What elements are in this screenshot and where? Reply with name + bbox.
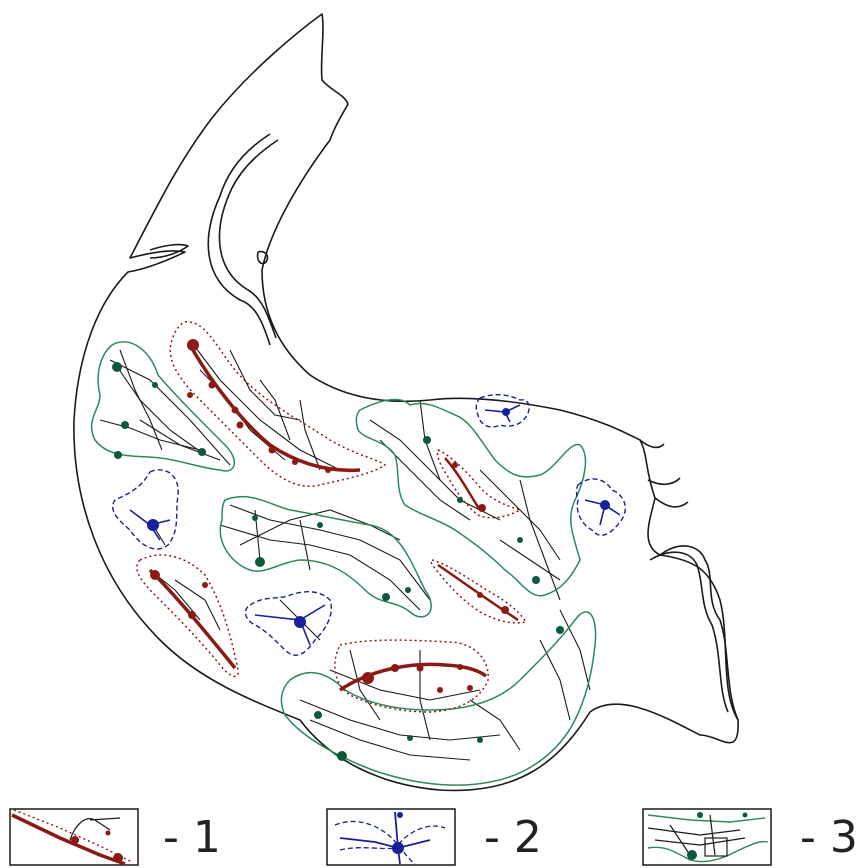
legend-item-3: - 3 xyxy=(642,808,858,866)
blue-region-center xyxy=(244,591,332,656)
right-lobe xyxy=(659,545,739,721)
red-nodes xyxy=(150,339,509,693)
legend: - 1 - 2 xyxy=(9,808,858,866)
red-axis-rightmid xyxy=(444,457,482,511)
legend-label-2: - 2 xyxy=(484,812,542,863)
blue-region-left xyxy=(112,469,179,550)
green-region-center xyxy=(219,495,432,618)
legend-swatch-3-content xyxy=(647,812,769,863)
green-nodes xyxy=(112,362,564,761)
legend-swatch-2-content xyxy=(334,811,446,865)
notch-left xyxy=(149,243,189,259)
right-notch-3 xyxy=(654,497,689,508)
inner-curve-c xyxy=(219,133,271,197)
blue-region-topright xyxy=(475,393,530,428)
legend-label-1: - 1 xyxy=(163,812,221,863)
right-lobe-inner xyxy=(649,551,729,713)
legend-label-3: - 3 xyxy=(800,812,858,863)
legend-swatch-2 xyxy=(326,808,456,866)
blue-region-right xyxy=(575,478,626,536)
legend-swatch-1-content xyxy=(11,809,133,866)
type-2-regions xyxy=(112,393,626,656)
notch-inner xyxy=(256,250,269,265)
inner-curve-d xyxy=(231,139,279,189)
region-outline xyxy=(73,13,739,792)
inner-curve-b xyxy=(218,187,277,339)
red-outline-centerlow xyxy=(430,559,528,624)
red-outline-leftlow xyxy=(136,554,239,677)
inner-curve-a xyxy=(207,195,271,346)
outer-boundary xyxy=(73,13,739,792)
green-region-rightmid xyxy=(355,398,587,597)
red-outline-top xyxy=(169,321,387,487)
blue-nodes xyxy=(147,408,610,628)
fiber-network xyxy=(99,339,591,761)
type-3-regions xyxy=(90,341,597,786)
red-outline-rightmid xyxy=(436,449,522,519)
right-notch-1 xyxy=(639,439,665,449)
red-axis-bottom xyxy=(339,662,488,692)
right-notch-2 xyxy=(647,477,681,486)
legend-item-2: - 2 xyxy=(326,808,542,866)
red-axis-centerlow xyxy=(437,563,519,622)
legend-item-1: - 1 xyxy=(9,808,221,866)
red-axis-leftlow xyxy=(148,568,237,670)
red-outline-bottom xyxy=(334,639,489,713)
type-1-regions xyxy=(136,321,528,713)
green-region-bottom xyxy=(280,611,597,786)
green-region-topleft xyxy=(90,341,235,472)
